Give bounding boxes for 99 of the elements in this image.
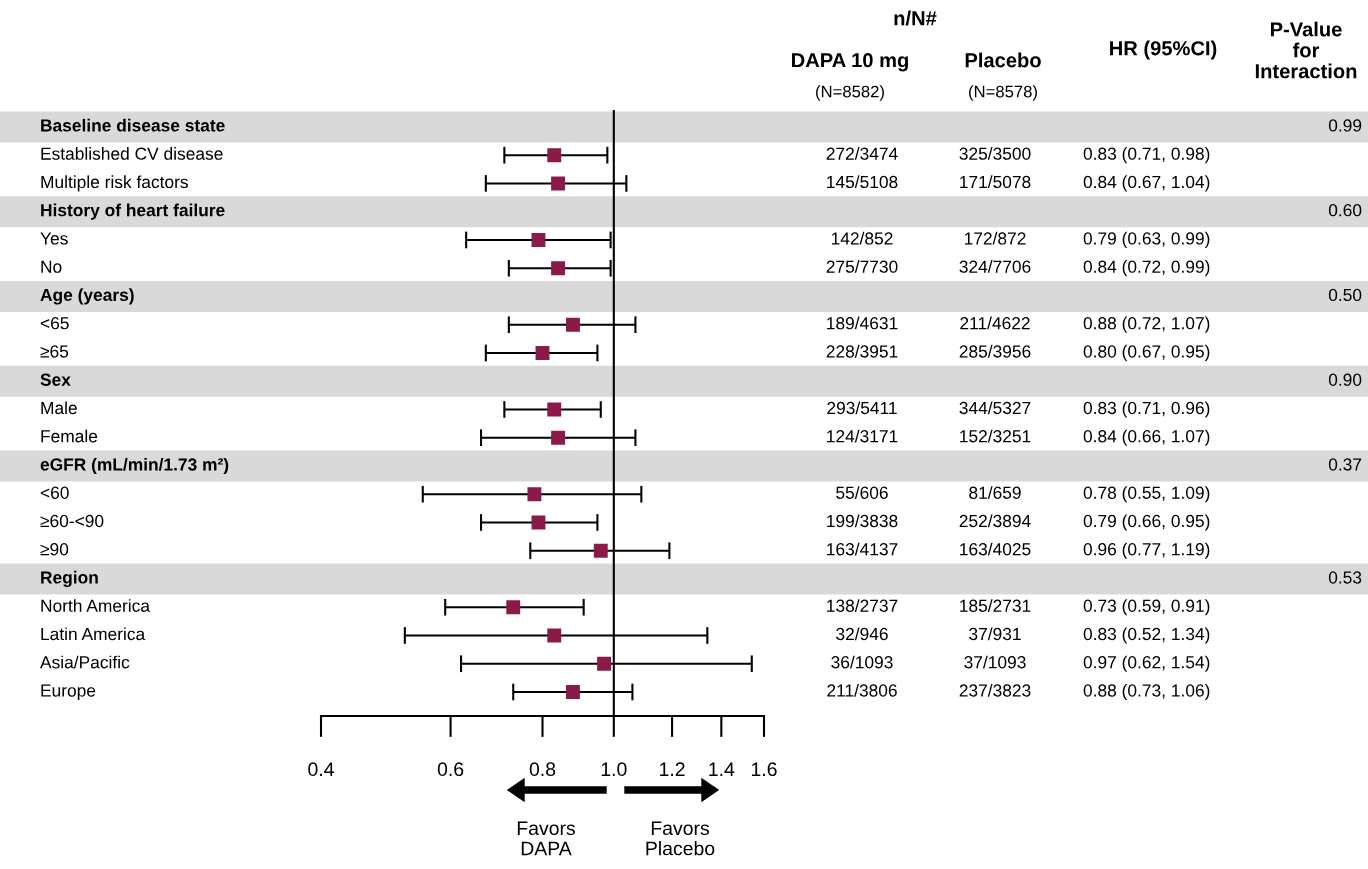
text: Placebo bbox=[965, 52, 1041, 68]
text: 172/872 bbox=[964, 231, 1026, 245]
x-tick-label: 0.6 bbox=[437, 762, 464, 777]
data-label: 0.96 (0.77, 1.19) bbox=[1083, 542, 1210, 559]
text: 171/5078 bbox=[960, 175, 1031, 189]
point bbox=[551, 261, 566, 276]
y-tick-label: ≥90 bbox=[40, 543, 69, 556]
text: 228/3951 bbox=[826, 344, 898, 358]
x-tick-label: 1.6 bbox=[751, 762, 777, 777]
point bbox=[527, 487, 542, 502]
y-tick-label: Asia/Pacific bbox=[40, 655, 130, 669]
data-label: 0.83 (0.71, 0.98) bbox=[1083, 147, 1210, 164]
text: 293/5411 bbox=[827, 401, 897, 415]
y-tick-label: Male bbox=[41, 401, 77, 415]
data-label: 0.84 (0.72, 0.99) bbox=[1083, 260, 1210, 277]
text: DAPA 10 mg bbox=[792, 53, 908, 72]
data-label: 0.73 (0.59, 0.91) bbox=[1083, 599, 1210, 616]
text: 0.90 bbox=[1328, 373, 1362, 386]
x-tick-label: 0.8 bbox=[529, 762, 556, 777]
text: 325/3500 bbox=[959, 147, 1031, 160]
x-tick-label: 1.0 bbox=[601, 762, 627, 777]
text: 32/946 bbox=[836, 627, 888, 641]
y-tick-label: Female bbox=[41, 429, 98, 443]
y-tick-label: Yes bbox=[40, 232, 68, 245]
text: 237/3823 bbox=[959, 683, 1031, 697]
y-tick-label: Multiple risk factors bbox=[41, 175, 188, 192]
point bbox=[547, 402, 562, 417]
y-tick-label: Sex bbox=[40, 373, 71, 386]
point bbox=[547, 148, 562, 163]
text: 344/5327 bbox=[959, 401, 1031, 415]
text: 199/3838 bbox=[827, 514, 898, 528]
text: 0.50 bbox=[1328, 288, 1362, 302]
data-label: 0.84 (0.67, 1.04) bbox=[1083, 175, 1210, 192]
text: 324/7706 bbox=[959, 260, 1031, 273]
text: 138/2737 bbox=[827, 599, 898, 612]
y-tick-label: Latin America bbox=[41, 627, 146, 641]
data-label: 0.78 (0.55, 1.09) bbox=[1083, 486, 1210, 503]
data-label: 0.83 (0.71, 0.96) bbox=[1083, 401, 1210, 418]
text: (N=8578) bbox=[969, 85, 1037, 101]
text: 81/659 bbox=[969, 486, 1021, 499]
data-label: 0.88 (0.73, 1.06) bbox=[1083, 683, 1210, 701]
point bbox=[535, 346, 550, 360]
y-tick-label: Age (years) bbox=[40, 288, 134, 305]
text: 124/3171 bbox=[827, 429, 898, 443]
y-tick-label: eGFR (mL/min/1.73 m²) bbox=[40, 457, 229, 475]
text: 0.37 bbox=[1328, 458, 1362, 471]
text: 252/3894 bbox=[959, 514, 1031, 528]
y-tick-label: <65 bbox=[40, 317, 69, 330]
text: 152/3251 bbox=[960, 429, 1031, 443]
y-tick-label: North America bbox=[41, 599, 150, 612]
x-tick-label: 0.4 bbox=[308, 762, 334, 777]
point bbox=[547, 628, 562, 643]
text: 142/852 bbox=[831, 231, 893, 245]
data-label: 0.83 (0.52, 1.34) bbox=[1083, 627, 1210, 644]
text: 211/3806 bbox=[827, 683, 897, 697]
y-tick-label: History of heart failure bbox=[41, 203, 225, 220]
text: 0.99 bbox=[1328, 119, 1362, 132]
data-label: 0.84 (0.66, 1.07) bbox=[1083, 429, 1210, 446]
point bbox=[551, 430, 566, 445]
text: 37/931 bbox=[969, 627, 1021, 641]
y-tick-label: Established CV disease bbox=[41, 147, 223, 160]
text: 211/4622 bbox=[960, 316, 1030, 330]
data-label: 0.79 (0.63, 0.99) bbox=[1083, 231, 1210, 249]
text: 163/4137 bbox=[827, 542, 898, 556]
text: Favors DAPA bbox=[517, 821, 576, 856]
text: 189/4631 bbox=[827, 316, 898, 330]
text: HR (95%CI) bbox=[1110, 40, 1217, 60]
data-label: 0.80 (0.67, 0.95) bbox=[1083, 344, 1210, 362]
point bbox=[566, 317, 580, 332]
data-label: 0.97 (0.62, 1.54) bbox=[1083, 655, 1210, 672]
text: 285/3956 bbox=[959, 344, 1031, 358]
data-label: 0.88 (0.72, 1.07) bbox=[1083, 316, 1210, 333]
x-tick-label: 1.2 bbox=[660, 762, 685, 776]
y-tick-label: Baseline disease state bbox=[41, 118, 225, 132]
text: 37/1093 bbox=[964, 655, 1026, 669]
x-tick-label: 1.4 bbox=[709, 762, 735, 776]
text: (N=8582) bbox=[816, 85, 884, 101]
text: 0.53 bbox=[1328, 571, 1362, 584]
text: 163/4025 bbox=[960, 542, 1031, 556]
y-tick-label: No bbox=[41, 260, 62, 273]
point bbox=[551, 176, 566, 191]
y-tick-label: Europe bbox=[41, 684, 96, 701]
y-tick-label: Region bbox=[41, 570, 98, 588]
text: P-Value for Interaction bbox=[1255, 21, 1357, 79]
text: 0.60 bbox=[1328, 204, 1362, 217]
y-tick-label: ≥65 bbox=[40, 345, 69, 358]
point bbox=[531, 233, 546, 247]
text: n/N# bbox=[894, 10, 937, 26]
point bbox=[566, 685, 580, 699]
text: 185/2731 bbox=[960, 599, 1031, 612]
text: 55/606 bbox=[836, 486, 888, 499]
text: 272/3474 bbox=[826, 147, 898, 160]
y-tick-label: <60 bbox=[40, 486, 69, 499]
text: 145/5108 bbox=[827, 175, 898, 189]
text: Favors Placebo bbox=[646, 821, 715, 856]
data-label: 0.79 (0.66, 0.95) bbox=[1083, 514, 1210, 531]
text: 36/1093 bbox=[831, 655, 893, 669]
y-tick-label: ≥60-<90 bbox=[40, 514, 104, 528]
text: 275/7730 bbox=[826, 260, 898, 273]
